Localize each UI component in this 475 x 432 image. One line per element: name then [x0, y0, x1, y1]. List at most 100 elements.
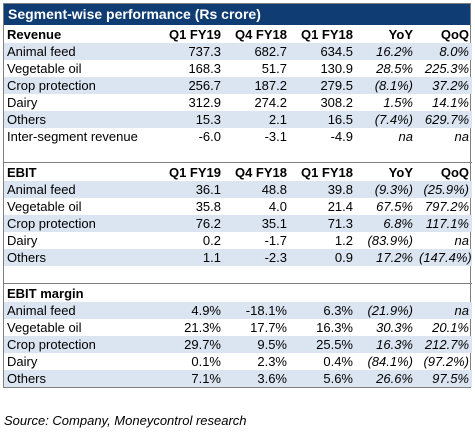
- value-cell: -2.3: [224, 249, 290, 266]
- spacer-cell: [4, 145, 154, 163]
- value-cell: 7.1%: [154, 370, 224, 387]
- value-cell: 35.1: [224, 215, 290, 232]
- value-cell: 76.2: [154, 215, 224, 232]
- table-row: Vegetable oil 21.3% 17.7% 16.3% 30.3% 20.1%: [4, 319, 472, 336]
- value-cell: 2.3%: [257, 354, 287, 369]
- value-cell: 2.1: [224, 111, 290, 128]
- value-cell: 15.3: [154, 111, 224, 128]
- value-cell: na: [416, 302, 472, 319]
- table-row: Dairy 0.1% 2.3% 0.4% (84.1%) (97.2%): [4, 353, 472, 370]
- value-cell: 16.3%: [356, 336, 416, 353]
- value-cell: 14.1%: [432, 95, 469, 110]
- value-cell: (84.1%): [367, 354, 413, 369]
- column-header: YoY: [388, 26, 413, 42]
- value-cell: 29.7%: [154, 336, 224, 353]
- spacer-cell: [356, 266, 416, 284]
- value-cell: 8.0%: [416, 43, 472, 60]
- value-cell: 5.6%: [290, 370, 356, 387]
- column-header: Q1 FY19: [168, 26, 221, 42]
- value-cell: 187.2: [224, 77, 290, 94]
- spacer-row: [4, 145, 472, 163]
- value-cell: 16.5: [290, 111, 356, 128]
- row-label: Dairy: [7, 95, 38, 110]
- row-label: Vegetable oil: [7, 320, 82, 335]
- value-cell: na: [398, 129, 413, 144]
- value-cell: (21.9%): [356, 302, 416, 319]
- spacer-row: [4, 266, 472, 284]
- column-header: Q1 FY18: [290, 162, 356, 181]
- value-cell: 737.3: [154, 43, 224, 60]
- row-label: Animal feed: [4, 43, 154, 60]
- value-cell: 48.8: [224, 181, 290, 198]
- value-cell: 279.5: [290, 77, 356, 94]
- spacer-cell: [224, 145, 290, 163]
- value-cell: 26.6%: [356, 370, 416, 387]
- segment-table: Revenue Q1 FY19 Q4 FY18 Q1 FY18 YoY QoQ Animal…: [4, 25, 472, 387]
- value-cell: 212.7%: [416, 336, 472, 353]
- spacer-cell: [290, 145, 356, 163]
- value-cell: 20.1%: [432, 320, 469, 335]
- row-label: Vegetable oil: [7, 199, 82, 214]
- spacer-cell: [154, 145, 224, 163]
- value-cell: 117.1%: [416, 215, 472, 232]
- value-cell: 225.3%: [424, 61, 469, 76]
- value-cell: 629.7%: [416, 111, 472, 128]
- row-label: Vegetable oil: [7, 61, 82, 76]
- spacer-cell: [356, 145, 416, 163]
- column-header: [224, 283, 290, 302]
- column-header: [290, 283, 356, 302]
- value-cell: 682.7: [224, 43, 290, 60]
- table-title: Segment-wise performance (Rs crore): [4, 4, 470, 25]
- table-row: Animal feed 36.1 48.8 39.8 (9.3%) (25.9%): [4, 181, 472, 198]
- row-label: Dairy: [7, 233, 38, 248]
- value-cell: 130.9: [320, 61, 353, 76]
- value-cell: 37.2%: [416, 77, 472, 94]
- row-label: Dairy: [7, 354, 38, 369]
- table-row: Others 15.3 2.1 16.5 (7.4%) 629.7%: [4, 111, 472, 128]
- column-header: Q4 FY18: [224, 162, 290, 181]
- column-header: Q1 FY19: [154, 162, 224, 181]
- value-cell: -18.1%: [224, 302, 290, 319]
- value-cell: 0.1%: [191, 354, 221, 369]
- value-cell: 67.5%: [376, 199, 413, 214]
- section-header-row: EBIT Q1 FY19 Q4 FY18 Q1 FY18 YoY QoQ: [4, 162, 472, 181]
- value-cell: 97.5%: [416, 370, 472, 387]
- row-label: Others: [4, 111, 154, 128]
- value-cell: 308.2: [320, 95, 353, 110]
- value-cell: 6.3%: [290, 302, 356, 319]
- row-label: Animal feed: [4, 302, 154, 319]
- section-header: Revenue: [7, 26, 62, 42]
- value-cell: 39.8: [290, 181, 356, 198]
- table-row: Dairy 312.9 274.2 308.2 1.5% 14.1%: [4, 94, 472, 111]
- spacer-cell: [4, 266, 154, 284]
- table-row: Vegetable oil 168.3 51.7 130.9 28.5% 225.3%: [4, 60, 472, 77]
- value-cell: 0.4%: [323, 354, 353, 369]
- value-cell: 274.2: [254, 95, 287, 110]
- value-cell: 25.5%: [290, 336, 356, 353]
- source-note: Source: Company, Moneycontrol research: [4, 413, 247, 428]
- spacer-cell: [290, 266, 356, 284]
- value-cell: -3.1: [264, 129, 287, 144]
- value-cell: 9.5%: [224, 336, 290, 353]
- value-cell: 0.9: [290, 249, 356, 266]
- value-cell: na: [454, 129, 469, 144]
- column-header: [154, 283, 224, 302]
- value-cell: 634.5: [290, 43, 356, 60]
- value-cell: 21.4: [327, 199, 353, 214]
- spacer-cell: [154, 266, 224, 284]
- value-cell: (9.3%): [356, 181, 416, 198]
- value-cell: 6.8%: [356, 215, 416, 232]
- row-label: Inter-segment revenue: [7, 129, 138, 144]
- table-row: Crop protection 29.7% 9.5% 25.5% 16.3% 212.7%: [4, 336, 472, 353]
- value-cell: 1.5%: [383, 95, 413, 110]
- value-cell: 4.0: [268, 199, 287, 214]
- value-cell: -6.0: [198, 129, 221, 144]
- value-cell: 312.9: [188, 95, 221, 110]
- value-cell: 16.2%: [356, 43, 416, 60]
- column-header: [416, 283, 472, 302]
- table-row: Crop protection 76.2 35.1 71.3 6.8% 117.1%: [4, 215, 472, 232]
- value-cell: 51.7: [261, 61, 287, 76]
- column-header: [356, 283, 416, 302]
- value-cell: 1.1: [154, 249, 224, 266]
- value-cell: 168.3: [188, 61, 221, 76]
